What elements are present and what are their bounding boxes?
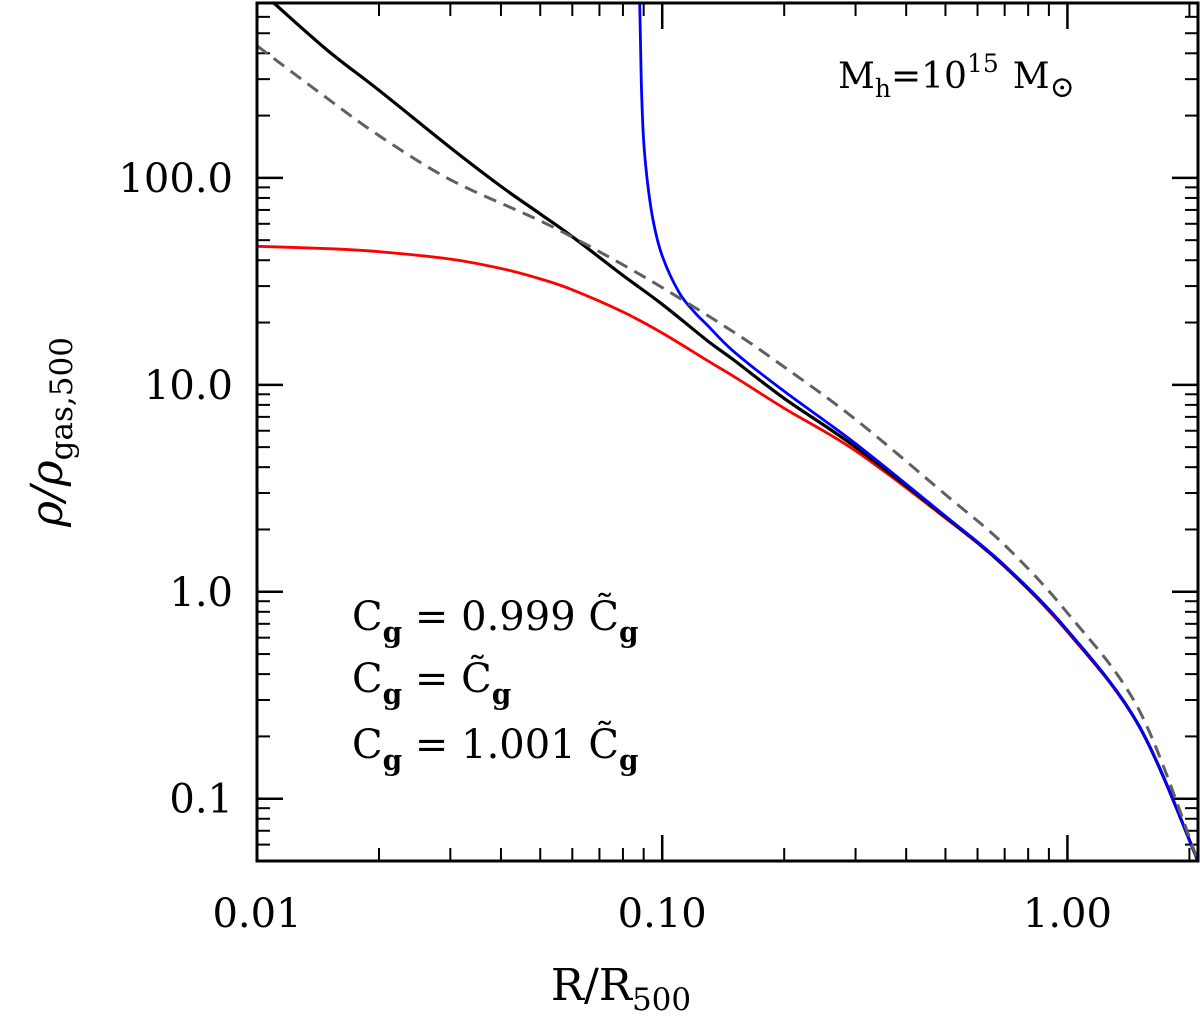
legend-entry: Cg = C̃g	[352, 655, 511, 711]
tick-labels: 0.01 0.10 1.00 0.1 1.0 10.0 100.0	[118, 156, 1111, 937]
y-tick-label: 100.0	[118, 156, 233, 202]
ticks-layer	[255, 3, 1198, 861]
series-line-2	[638, 3, 1198, 861]
series-line-3	[257, 44, 1198, 861]
y-tick-label: 0.1	[169, 777, 233, 823]
series-layer	[257, 3, 1198, 861]
y-tick-label: 1.0	[169, 570, 233, 616]
x-axis-title: R/R500	[551, 960, 691, 1017]
legend-entry: Cg = 0.999 C̃g	[352, 593, 639, 649]
y-axis-title: ρ/ρgas,500	[22, 337, 80, 528]
y-tick-label: 10.0	[144, 363, 233, 409]
x-tick-label: 0.01	[212, 891, 301, 937]
legend-entry: Cg = 1.001 C̃g	[352, 721, 639, 777]
x-tick-label: 1.00	[1023, 891, 1112, 937]
legend: Cg = 0.999 C̃g Cg = C̃g Cg = 1.001 C̃g	[352, 593, 639, 777]
plot-frame	[255, 1, 1200, 863]
x-tick-label: 0.10	[618, 891, 707, 937]
mass-annotation: Mh=1015 M⊙	[838, 49, 1075, 105]
